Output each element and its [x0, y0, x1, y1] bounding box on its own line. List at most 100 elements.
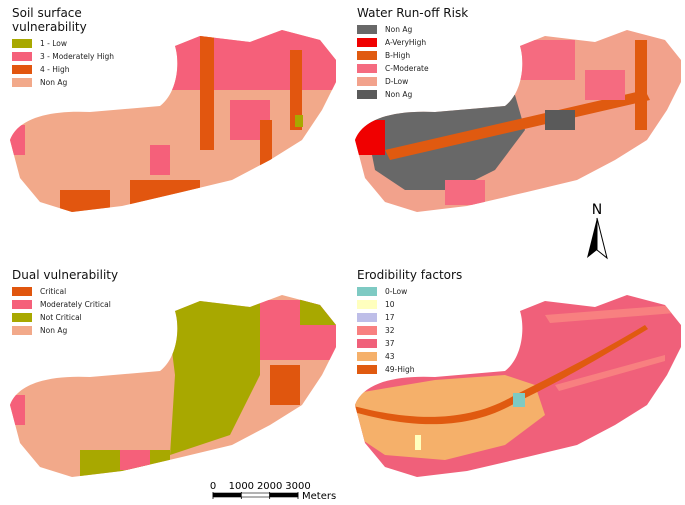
legend-label: A-VeryHigh — [385, 38, 427, 47]
legend-label: Non Ag — [385, 90, 413, 99]
legend-swatch — [357, 365, 377, 374]
legend-swatch — [12, 313, 32, 322]
legend-item: 10 — [357, 298, 527, 311]
legend-swatch — [357, 25, 377, 34]
legend-item: 3 - Moderately High — [12, 50, 132, 63]
patch — [545, 110, 575, 130]
legend-label: 10 — [385, 300, 395, 309]
legend-item: B-High — [357, 49, 527, 62]
map-erodibility — [355, 295, 681, 477]
patch — [270, 365, 300, 405]
legend-label: B-High — [385, 51, 411, 60]
legend: Dual vulnerability Critical Moderately Cri… — [12, 268, 182, 337]
legend-title: Soil surface vulnerability — [12, 6, 87, 34]
patch — [290, 50, 302, 130]
patch — [585, 70, 625, 100]
patch — [150, 145, 170, 175]
legend-item: Non Ag — [12, 324, 182, 337]
legend-item: 32 — [357, 324, 527, 337]
scale-segment — [269, 492, 299, 498]
legend-swatch — [12, 39, 32, 48]
legend-item: Non Ag — [357, 88, 527, 101]
patch — [385, 90, 650, 160]
legend-item: Not Critical — [12, 311, 182, 324]
patch — [200, 30, 214, 150]
legend-item: 37 — [357, 337, 527, 350]
scale-label: 3000 — [285, 481, 310, 492]
legend-label: 32 — [385, 326, 395, 335]
legend-label: D-Low — [385, 77, 409, 86]
patch — [10, 125, 25, 155]
legend-item: 1 - Low — [12, 37, 132, 50]
map-runoff — [355, 30, 681, 212]
legend-swatch — [12, 78, 32, 87]
patch — [130, 180, 200, 210]
patch — [355, 120, 385, 155]
legend-label: 43 — [385, 352, 395, 361]
legend-item: C-Moderate — [357, 62, 527, 75]
patch — [60, 190, 110, 212]
legend-label: 49-High — [385, 365, 415, 374]
legend-label: 17 — [385, 313, 395, 322]
scale-label: 1000 — [229, 481, 254, 492]
legend-item: Non Ag — [12, 76, 132, 89]
patch — [555, 355, 665, 391]
legend-item: 17 — [357, 311, 527, 324]
legend-label: 1 - Low — [40, 39, 68, 48]
legend: Soil surface vulnerability 1 - Low 3 - Mod… — [12, 6, 132, 89]
legend-swatch — [357, 313, 377, 322]
legend-swatch — [357, 51, 377, 60]
legend-swatch — [12, 300, 32, 309]
patch — [260, 120, 272, 170]
patch — [635, 40, 647, 130]
legend-swatch — [357, 64, 377, 73]
legend-label: 37 — [385, 339, 395, 348]
scale-label: 0 — [210, 481, 216, 492]
legend-swatch — [357, 90, 377, 99]
scale-segment — [212, 492, 242, 498]
legend-swatch — [12, 65, 32, 74]
patch — [445, 180, 485, 205]
patch — [165, 295, 260, 455]
legend-title: Water Run-off Risk — [357, 6, 469, 20]
patch — [355, 325, 648, 425]
patch — [10, 395, 25, 425]
patch — [300, 295, 336, 325]
legend-item: Moderately Critical — [12, 298, 182, 311]
legend-swatch — [12, 326, 32, 335]
legend-label: Non Ag — [40, 326, 68, 335]
scale-label: 2000 — [257, 481, 282, 492]
legend-swatch — [357, 38, 377, 47]
legend-item: 0-Low — [357, 285, 527, 298]
legend-item: 49-High — [357, 363, 527, 376]
legend-title: Dual vulnerability — [12, 268, 119, 282]
patch — [545, 305, 675, 323]
legend-label: Critical — [40, 287, 67, 296]
legend-label: 0-Low — [385, 287, 408, 296]
legend-swatch — [357, 326, 377, 335]
north-arrow: N — [587, 202, 608, 260]
legend-label: Not Critical — [40, 313, 82, 322]
north-arrow-half — [596, 217, 608, 260]
legend-label: 3 - Moderately High — [40, 52, 115, 61]
patch — [415, 435, 421, 450]
legend-item: D-Low — [357, 75, 527, 88]
legend-swatch — [357, 77, 377, 86]
legend-label: 4 - High — [40, 65, 70, 74]
patch — [515, 40, 575, 80]
legend-item: Non Ag — [357, 23, 527, 36]
legend-label: C-Moderate — [385, 64, 429, 73]
legend-swatch — [357, 352, 377, 361]
legend-swatch — [357, 300, 377, 309]
patch — [170, 30, 336, 90]
legend-swatch — [12, 287, 32, 296]
legend-item: A-VeryHigh — [357, 36, 527, 49]
north-label: N — [592, 202, 602, 218]
patch — [120, 450, 150, 470]
legend: Water Run-off Risk Non Ag A-VeryHigh B-High… — [357, 6, 527, 101]
scale-segment — [241, 492, 270, 498]
legend-swatch — [357, 287, 377, 296]
